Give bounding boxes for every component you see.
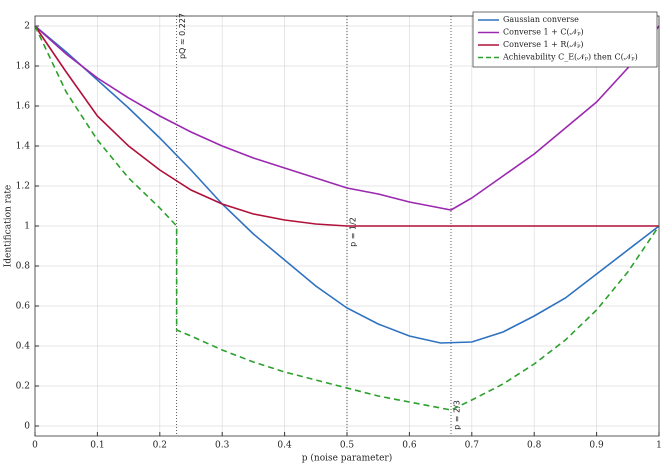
x-tick-label: 0.8 — [527, 441, 542, 451]
x-tick-label: 0.4 — [277, 441, 292, 451]
series-line — [34, 25, 659, 227]
x-axis-label: p (noise parameter) — [302, 453, 392, 464]
x-tick-label: 0.7 — [465, 441, 480, 451]
y-tick-label: 0.2 — [16, 382, 30, 392]
y-tick-label: 0.8 — [16, 262, 31, 272]
x-tick-label: 0.9 — [589, 441, 604, 451]
y-tick-label: 2 — [24, 22, 30, 32]
series-line — [34, 25, 660, 211]
reference-label: p = 1/2 — [349, 217, 358, 247]
y-tick-label: 1.4 — [16, 142, 31, 152]
y-tick-label: 1.8 — [16, 62, 31, 72]
x-tick-label: 0.2 — [153, 441, 167, 451]
series-line — [34, 25, 660, 411]
legend-label: Gaussian converse — [503, 15, 579, 24]
x-tick-label: 0.3 — [215, 441, 230, 451]
x-tick-label: 0.6 — [402, 441, 417, 451]
legend-label: Achievability C_E(𝒩ₚ) then C(𝒩ₚ) — [502, 53, 638, 62]
y-tick-label: 1.2 — [16, 182, 30, 192]
x-tick-label: 0 — [32, 441, 38, 451]
legend-label: Converse 1 + R(𝒩ₚ) — [503, 40, 584, 49]
legend-box — [472, 11, 658, 68]
y-tick-label: 0 — [24, 422, 30, 432]
x-tick-label: 1 — [656, 441, 662, 451]
y-tick-label: 1.6 — [16, 102, 31, 112]
reference-label: pQ ≈ 0.227 — [178, 13, 187, 59]
y-tick-label: 0.4 — [16, 342, 31, 352]
x-tick-label: 0.5 — [340, 441, 355, 451]
series-line — [34, 25, 660, 344]
reference-label: p = 2/3 — [453, 400, 462, 430]
legend-label: Converse 1 + C(𝒩ₚ) — [503, 28, 584, 37]
y-tick-label: 1 — [24, 222, 30, 232]
y-axis-label: Identification rate — [4, 185, 14, 268]
plot-frame — [34, 15, 660, 437]
y-tick-label: 0.6 — [16, 302, 31, 312]
x-tick-label: 0.1 — [90, 441, 104, 451]
